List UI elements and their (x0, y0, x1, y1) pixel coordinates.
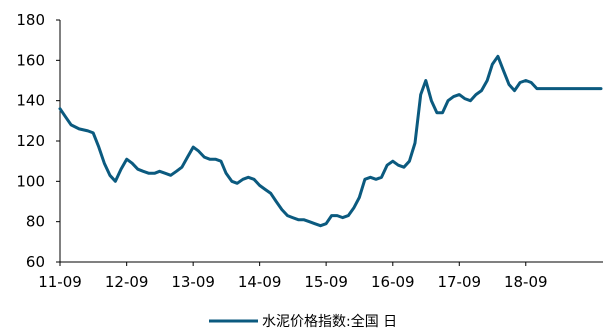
legend-label: 水泥价格指数:全国 日 (262, 313, 397, 329)
x-tick-label: 16-09 (371, 273, 415, 291)
x-tick-label: 14-09 (238, 273, 282, 291)
y-tick-label: 60 (26, 253, 45, 271)
y-axis-ticks: 60 80 100 120 140 160 180 (16, 11, 60, 271)
y-tick-label: 120 (16, 132, 45, 150)
x-axis-ticks: 11-09 12-09 13-09 14-09 15-09 16-09 17-09 18-09 (38, 262, 548, 291)
x-tick-label: 11-09 (38, 273, 82, 291)
x-tick-label: 13-09 (171, 273, 215, 291)
legend: 水泥价格指数:全国 日 (209, 313, 397, 329)
y-tick-label: 180 (16, 11, 45, 29)
y-tick-label: 140 (16, 92, 45, 110)
y-tick-label: 100 (16, 172, 45, 190)
series-line (58, 54, 603, 228)
y-tick-label: 160 (16, 51, 45, 69)
x-tick-label: 15-09 (304, 273, 348, 291)
x-tick-label: 12-09 (105, 273, 149, 291)
y-tick-label: 80 (26, 213, 45, 231)
x-tick-label: 18-09 (504, 273, 548, 291)
x-tick-label: 17-09 (437, 273, 481, 291)
